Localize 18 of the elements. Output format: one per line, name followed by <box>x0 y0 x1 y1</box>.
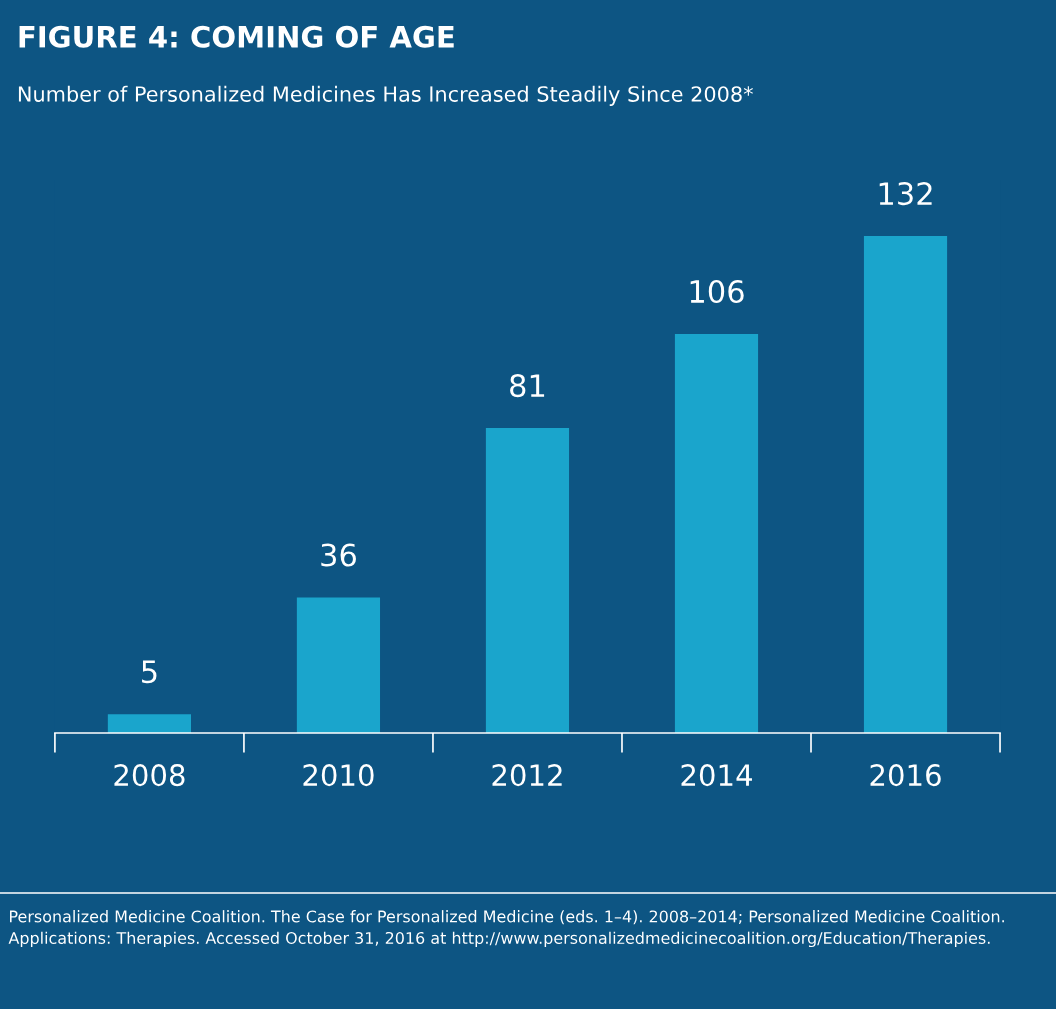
chart-title: FIGURE 4: COMING OF AGE <box>19 25 454 48</box>
chart-subtitle: Number of Personalized Medicines Has Increased Steadily Since 2008* <box>18 85 753 106</box>
x-tick-label: 2008 <box>114 764 185 787</box>
x-tick-label: 2012 <box>492 764 562 787</box>
bar <box>107 714 192 734</box>
data-label: 106 <box>690 279 744 304</box>
x-tick-label: 2010 <box>303 764 374 787</box>
bar <box>485 428 570 734</box>
data-label: 132 <box>879 182 932 206</box>
bar <box>296 597 381 734</box>
data-label: 81 <box>510 374 545 398</box>
x-tick-label: 2016 <box>870 764 941 787</box>
data-label: 5 <box>142 660 157 684</box>
x-tick-label: 2014 <box>681 764 752 787</box>
text: Personalized Medicine Coalition. The Case for Personalized Medicine (eds. 1–4). 2008–2014; Personalized Medicine Coalition. Applications: Therapies. Accessed October 31, 2016 at http://www.personalizedmedicinecoalition.org/Education/Therapies. <box>8 910 1004 948</box>
bar <box>863 236 948 734</box>
bar <box>674 333 759 734</box>
data-label: 36 <box>321 543 356 567</box>
